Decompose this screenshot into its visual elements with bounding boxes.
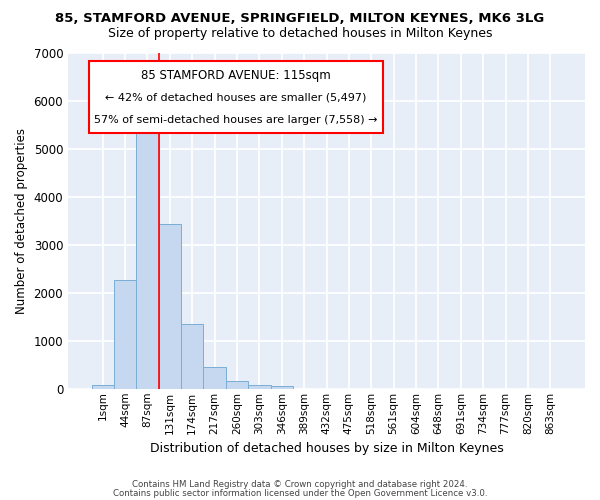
Y-axis label: Number of detached properties: Number of detached properties — [15, 128, 28, 314]
X-axis label: Distribution of detached houses by size in Milton Keynes: Distribution of detached houses by size … — [149, 442, 503, 455]
Bar — [226, 382, 248, 389]
FancyBboxPatch shape — [89, 61, 383, 133]
Bar — [114, 280, 136, 389]
Bar — [92, 385, 114, 389]
Bar — [136, 125, 158, 389]
Text: 57% of semi-detached houses are larger (7,558) →: 57% of semi-detached houses are larger (… — [94, 115, 378, 125]
Text: Contains public sector information licensed under the Open Government Licence v3: Contains public sector information licen… — [113, 489, 487, 498]
Text: ← 42% of detached houses are smaller (5,497): ← 42% of detached houses are smaller (5,… — [106, 92, 367, 102]
Text: Contains HM Land Registry data © Crown copyright and database right 2024.: Contains HM Land Registry data © Crown c… — [132, 480, 468, 489]
Bar — [271, 386, 293, 389]
Bar — [248, 384, 271, 389]
Bar — [158, 224, 181, 389]
Bar — [181, 324, 203, 389]
Bar — [203, 367, 226, 389]
Text: 85 STAMFORD AVENUE: 115sqm: 85 STAMFORD AVENUE: 115sqm — [141, 69, 331, 82]
Text: 85, STAMFORD AVENUE, SPRINGFIELD, MILTON KEYNES, MK6 3LG: 85, STAMFORD AVENUE, SPRINGFIELD, MILTON… — [55, 12, 545, 26]
Text: Size of property relative to detached houses in Milton Keynes: Size of property relative to detached ho… — [108, 28, 492, 40]
